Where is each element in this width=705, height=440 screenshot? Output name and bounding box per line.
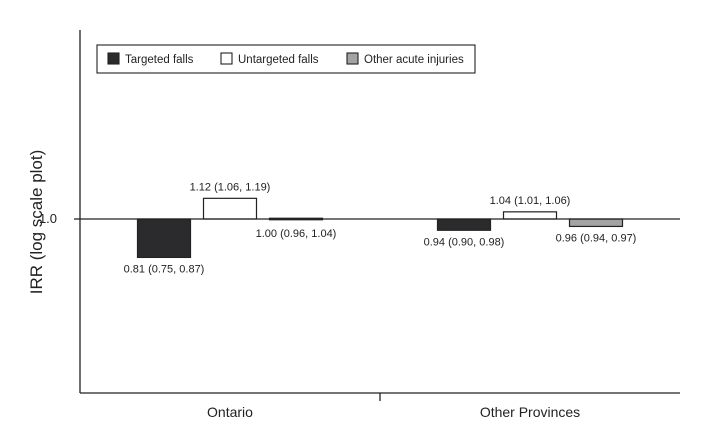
bar-value-labels: 0.81 (0.75, 0.87) 1.12 (1.06, 1.19) 1.00 (…: [124, 181, 637, 275]
axes: 1.0 IRR (log scale plot): [27, 30, 680, 401]
legend-swatch-untargeted-falls: [220, 52, 233, 65]
bar-targeted-falls-other-provinces: [436, 218, 492, 231]
bar-other-acute-injuries-other-provinces: [568, 218, 624, 228]
bars: [136, 197, 624, 259]
bar-value-label: 1.04 (1.01, 1.06): [490, 195, 571, 207]
category-label-ontario: Ontario: [207, 404, 253, 420]
legend-swatch-other-acute-injuries: [346, 52, 359, 65]
legend-label-targeted-falls: Targeted falls: [125, 54, 194, 66]
bar-value-label: 1.12 (1.06, 1.19): [190, 181, 271, 193]
legend-box: [96, 44, 476, 74]
bar-value-label: 1.00 (0.96, 1.04): [256, 228, 337, 240]
bar-targeted-falls-ontario: [136, 218, 192, 259]
category-labels: Ontario Other Provinces: [207, 404, 580, 420]
bar-untargeted-falls-other-provinces: [502, 211, 558, 220]
y-axis-label: IRR (log scale plot): [27, 150, 46, 295]
y-tick-label-baseline: 1.0: [39, 211, 57, 226]
category-label-other-provinces: Other Provinces: [480, 404, 580, 420]
legend-label-other-acute-injuries: Other acute injuries: [364, 54, 464, 66]
bar-value-label: 0.96 (0.94, 0.97): [556, 232, 637, 244]
bar-value-label: 0.81 (0.75, 0.87): [124, 263, 205, 275]
legend-label-untargeted-falls: Untargeted falls: [238, 54, 319, 66]
legend-swatch-targeted-falls: [107, 52, 120, 65]
bar-untargeted-falls-ontario: [202, 197, 258, 220]
legend: Targeted falls Untargeted falls Other acut…: [96, 44, 476, 74]
bar-value-label: 0.94 (0.90, 0.98): [424, 236, 505, 248]
